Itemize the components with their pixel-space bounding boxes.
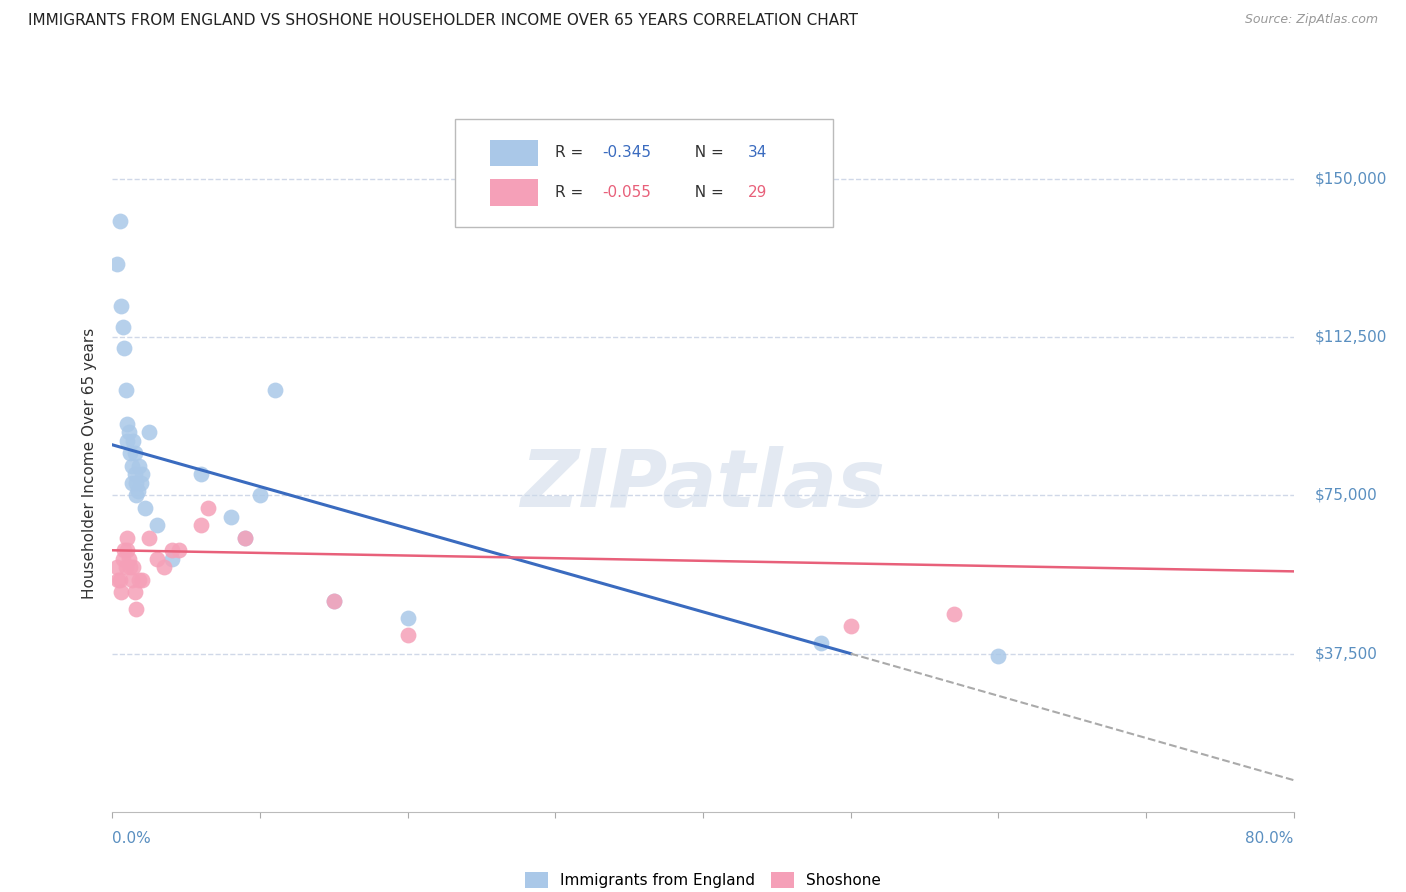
Point	[197, 501, 219, 516]
Point	[125, 488, 148, 502]
Point	[160, 551, 183, 566]
Point	[396, 627, 419, 641]
Point	[153, 560, 176, 574]
Point	[112, 543, 135, 558]
Point	[121, 573, 143, 587]
Point	[108, 214, 131, 228]
Text: IMMIGRANTS FROM ENGLAND VS SHOSHONE HOUSEHOLDER INCOME OVER 65 YEARS CORRELATION: IMMIGRANTS FROM ENGLAND VS SHOSHONE HOUS…	[28, 13, 858, 29]
Point	[114, 560, 136, 574]
Point	[118, 551, 141, 566]
Point	[105, 560, 128, 574]
Point	[124, 467, 146, 482]
Text: 29: 29	[748, 185, 768, 200]
Point	[111, 551, 134, 566]
Point	[124, 585, 146, 599]
Text: Source: ZipAtlas.com: Source: ZipAtlas.com	[1244, 13, 1378, 27]
Point	[108, 573, 131, 587]
Point	[138, 425, 160, 440]
Point	[396, 611, 419, 625]
Point	[118, 425, 141, 440]
Text: 80.0%: 80.0%	[1246, 831, 1294, 846]
Point	[114, 383, 136, 397]
Text: $150,000: $150,000	[1315, 172, 1386, 186]
Y-axis label: Householder Income Over 65 years: Householder Income Over 65 years	[82, 328, 97, 599]
Point	[190, 518, 212, 533]
Text: 0.0%: 0.0%	[112, 831, 152, 846]
Point	[233, 531, 256, 545]
Point	[264, 383, 287, 397]
Point	[942, 607, 965, 621]
Point	[110, 299, 132, 313]
Point	[134, 501, 156, 516]
Point	[127, 484, 149, 499]
Text: R =: R =	[555, 145, 589, 161]
Point	[323, 594, 346, 608]
Point	[120, 446, 142, 460]
Point	[128, 573, 150, 587]
Point	[117, 543, 138, 558]
Point	[117, 531, 138, 545]
Point	[233, 531, 256, 545]
Point	[323, 594, 346, 608]
FancyBboxPatch shape	[456, 120, 832, 227]
FancyBboxPatch shape	[491, 179, 537, 206]
Point	[160, 543, 183, 558]
Text: -0.345: -0.345	[603, 145, 651, 161]
Point	[117, 434, 138, 448]
Text: N =: N =	[685, 185, 728, 200]
Point	[167, 543, 190, 558]
Point	[105, 256, 128, 270]
Text: R =: R =	[555, 185, 589, 200]
Point	[810, 636, 832, 650]
Point	[122, 434, 145, 448]
Text: 34: 34	[748, 145, 768, 161]
Point	[987, 648, 1010, 663]
Point	[107, 573, 129, 587]
FancyBboxPatch shape	[491, 140, 537, 166]
Point	[125, 602, 148, 616]
Point	[110, 585, 132, 599]
Point	[112, 341, 135, 355]
Text: N =: N =	[685, 145, 728, 161]
Point	[249, 488, 271, 502]
Point	[117, 417, 138, 431]
Point	[120, 560, 142, 574]
Text: $112,500: $112,500	[1315, 330, 1386, 345]
Point	[131, 573, 153, 587]
Point	[190, 467, 212, 482]
Text: $75,000: $75,000	[1315, 488, 1378, 503]
Point	[124, 446, 146, 460]
Point	[219, 509, 242, 524]
Legend: Immigrants from England, Shoshone: Immigrants from England, Shoshone	[519, 866, 887, 892]
Text: ZIPatlas: ZIPatlas	[520, 446, 886, 524]
Point	[111, 319, 134, 334]
Text: -0.055: -0.055	[603, 185, 651, 200]
Point	[138, 531, 160, 545]
Point	[125, 475, 148, 490]
Point	[129, 475, 152, 490]
Point	[128, 458, 150, 473]
Point	[839, 619, 862, 633]
Point	[146, 551, 169, 566]
Point	[131, 467, 153, 482]
Point	[146, 518, 169, 533]
Point	[121, 475, 143, 490]
Text: $37,500: $37,500	[1315, 646, 1378, 661]
Point	[121, 458, 143, 473]
Point	[122, 560, 145, 574]
